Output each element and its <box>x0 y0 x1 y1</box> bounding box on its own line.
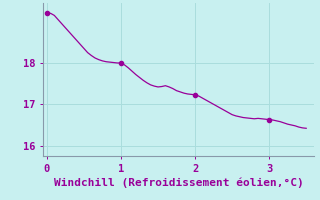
X-axis label: Windchill (Refroidissement éolien,°C): Windchill (Refroidissement éolien,°C) <box>53 178 303 188</box>
